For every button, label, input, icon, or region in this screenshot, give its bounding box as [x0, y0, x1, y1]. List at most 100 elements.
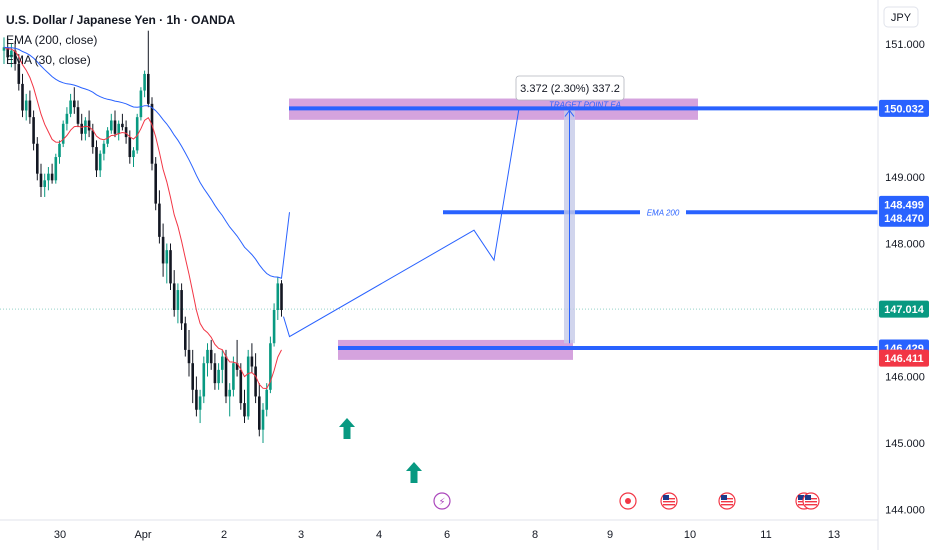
price-tag: [879, 99, 929, 117]
candle: [36, 137, 39, 181]
us-flag-icon: [802, 492, 820, 510]
candle: [139, 87, 143, 121]
currency-button[interactable]: [883, 6, 919, 28]
ema-label: EMA 200: [647, 209, 680, 218]
x-tick-label: 9: [607, 529, 613, 541]
x-tick-label: 10: [684, 529, 696, 541]
candle: [58, 140, 61, 164]
ema-lines: [3, 46, 290, 390]
candle: [128, 130, 132, 164]
candle: [54, 153, 58, 184]
lightning-icon-glyph: ⚡: [438, 497, 445, 508]
candle: [224, 349, 228, 404]
measure-label: 3.372 (2.30%) 337.2: [520, 83, 620, 95]
candle: [102, 140, 106, 161]
candle-body: [246, 356, 250, 417]
target-label: TRAGET POINT EA: [549, 100, 621, 109]
candle: [121, 113, 124, 131]
candle: [98, 150, 102, 177]
candle: [87, 110, 91, 138]
candle: [165, 243, 169, 284]
candle-body: [272, 310, 276, 344]
candle: [202, 356, 206, 404]
currency-button-label[interactable]: JPY: [891, 12, 912, 24]
symbol-title[interactable]: U.S. Dollar / Japanese Yen · 1h · OANDA: [6, 13, 236, 27]
candle-body: [121, 123, 124, 128]
candle-body: [69, 100, 72, 114]
candle: [221, 349, 224, 384]
candle-body: [187, 349, 191, 364]
indicator-ema30[interactable]: EMA (30, close): [6, 53, 91, 67]
candle: [73, 87, 76, 114]
candle-body: [80, 123, 83, 134]
price-tag: [879, 300, 929, 318]
candle: [61, 120, 65, 148]
ema30-line: [3, 46, 282, 390]
candle: [124, 120, 128, 144]
candle-body: [243, 403, 246, 417]
candle-body: [2, 47, 6, 51]
lightning-icon: [433, 492, 451, 510]
price-tag: [879, 209, 929, 227]
candle-body: [58, 143, 61, 158]
annotations: TRAGET POINT EA EMA 200 3.372 (2.30%) 337.…: [283, 75, 878, 510]
candle-body: [258, 396, 261, 430]
candle-body: [132, 150, 135, 158]
ema200-line: [3, 46, 290, 279]
y-tick-label: 146.000: [885, 372, 925, 384]
candle: [143, 70, 146, 98]
candle-body: [39, 173, 43, 187]
candle-body: [65, 113, 69, 124]
price-tag-label: 146.411: [884, 353, 923, 365]
indicator-ema200[interactable]: EMA (200, close): [6, 33, 98, 47]
candle-body: [172, 283, 176, 310]
us-flag-canton: [798, 495, 804, 500]
candle-body: [21, 83, 24, 111]
candle-body: [154, 163, 157, 204]
candle-body: [73, 100, 76, 108]
candle-body: [36, 143, 39, 174]
candle-body: [124, 127, 128, 138]
candle: [24, 93, 28, 121]
candle-body: [76, 107, 80, 124]
event-icon-dot: [625, 498, 631, 504]
candle: [84, 117, 87, 141]
candle-body: [32, 117, 35, 144]
candle: [206, 343, 209, 377]
price-tag-label: 150.032: [884, 103, 924, 115]
candle-body: [239, 369, 243, 404]
candle: [180, 283, 183, 330]
candle-body: [176, 290, 180, 310]
candle-body: [54, 157, 58, 181]
y-tick-label: 149.000: [885, 172, 925, 184]
x-tick-label: 11: [760, 529, 771, 541]
price-tag: [879, 195, 929, 213]
candle-body: [117, 123, 120, 134]
us-flag-icon: [718, 492, 736, 510]
candle: [21, 73, 24, 118]
candle-body: [91, 130, 95, 148]
candle: [169, 243, 172, 291]
y-axis-bg: [878, 0, 932, 550]
candle-body: [198, 396, 202, 410]
candle: [106, 127, 109, 148]
candle-body: [24, 100, 28, 111]
candle-body: [280, 283, 283, 310]
y-tick-label: 145.000: [885, 438, 925, 450]
candle: [198, 389, 202, 424]
candle-body: [128, 137, 132, 158]
candle: [43, 173, 46, 197]
candle-body: [158, 203, 161, 237]
measure-label-box: [515, 75, 625, 101]
candle-body: [221, 356, 224, 370]
candle-body: [235, 363, 239, 370]
candle: [254, 353, 257, 404]
candle-body: [106, 130, 109, 144]
candle-body: [10, 50, 13, 58]
us-flag-stripe: [663, 504, 675, 506]
y-tick-label: 144.000: [885, 505, 925, 517]
price-tag: [879, 349, 929, 367]
